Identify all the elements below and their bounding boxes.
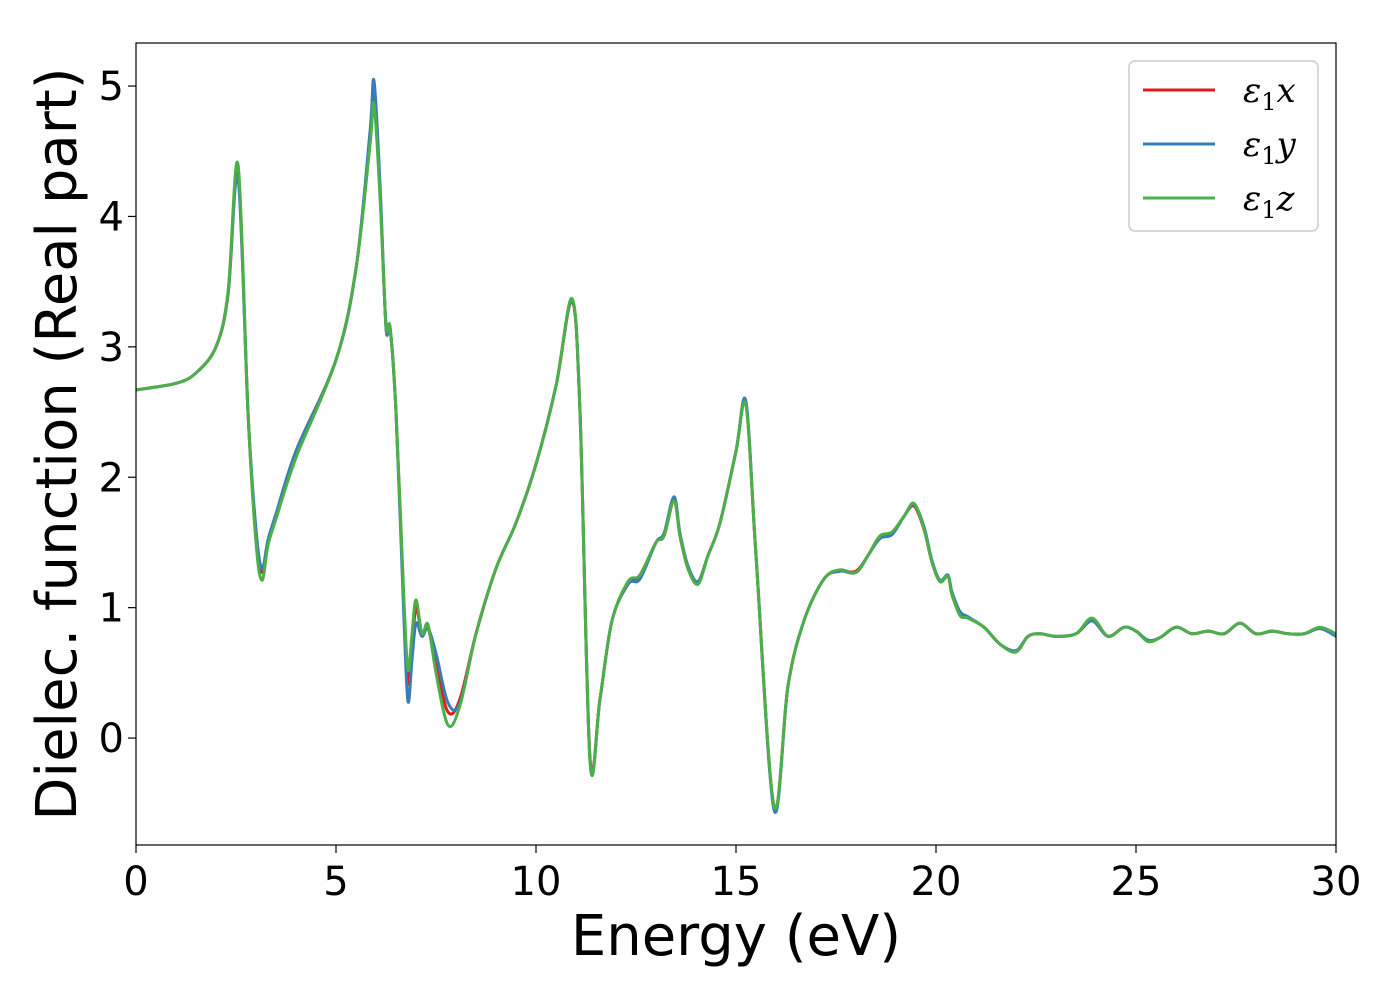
y-tick-label: 2 (99, 455, 124, 501)
x-axis: 0 5 10 15 20 25 30 (123, 845, 1361, 905)
y-tick-label: 0 (99, 716, 124, 762)
x-tick-label: 5 (323, 859, 348, 905)
legend: ε1x ε1y ε1z (1128, 60, 1319, 232)
x-tick-label: 30 (1311, 859, 1362, 905)
x-tick-label: 0 (123, 859, 148, 905)
x-axis-title: Energy (eV) (571, 904, 901, 969)
y-axis: 0 1 2 3 4 5 (99, 64, 136, 762)
series-line-z (136, 100, 1336, 811)
legend-label-z: ε1z (1243, 179, 1296, 224)
legend-box (1128, 60, 1319, 232)
x-tick-label: 10 (511, 859, 562, 905)
y-axis-title: Dielec. function (Real part) (25, 67, 90, 820)
legend-items: ε1x ε1y ε1z (1143, 71, 1297, 224)
series-layer (136, 77, 1336, 814)
y-tick-label: 3 (99, 325, 124, 371)
legend-label-y: ε1y (1243, 125, 1297, 170)
x-tick-label: 15 (711, 859, 762, 905)
legend-label-x: ε1x (1243, 71, 1296, 116)
x-tick-label: 25 (1111, 859, 1162, 905)
y-tick-label: 4 (99, 194, 124, 240)
y-tick-label: 5 (99, 64, 124, 110)
y-tick-label: 1 (99, 586, 124, 632)
x-tick-label: 20 (911, 859, 962, 905)
